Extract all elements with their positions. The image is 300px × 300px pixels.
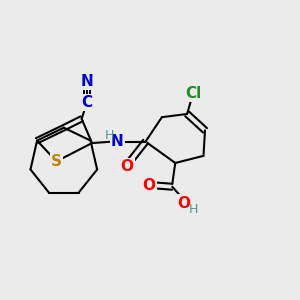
Text: O: O	[120, 159, 133, 174]
Text: N: N	[81, 74, 93, 89]
Text: Cl: Cl	[185, 86, 201, 101]
Text: H: H	[189, 203, 198, 216]
Text: O: O	[178, 196, 191, 211]
Text: H: H	[105, 128, 115, 142]
Text: N: N	[111, 134, 124, 149]
Text: C: C	[81, 95, 93, 110]
Text: O: O	[142, 178, 155, 193]
Text: S: S	[51, 154, 62, 169]
